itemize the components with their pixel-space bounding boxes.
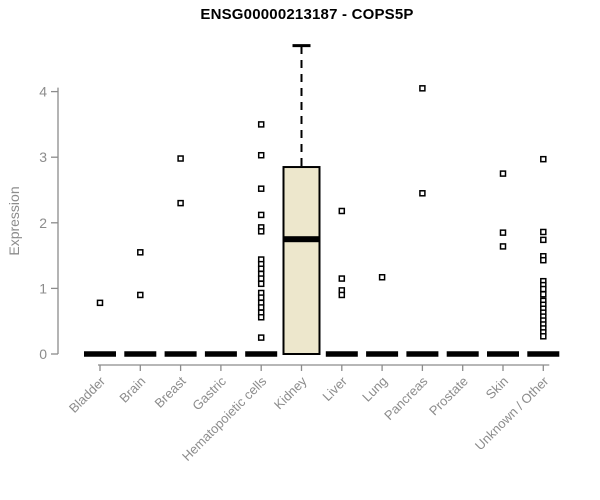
zero-median-bar	[124, 351, 157, 357]
outlier-point	[338, 207, 346, 215]
outlier-point	[257, 304, 265, 311]
outlier-point	[499, 243, 507, 250]
x-category-label: Skin	[483, 374, 511, 402]
zero-median-bar	[164, 351, 197, 357]
outlier-point	[257, 314, 265, 321]
zero-median-bar	[406, 351, 439, 357]
x-category-label: Gastric	[189, 373, 229, 413]
outlier-point	[419, 190, 426, 197]
zero-median-bar	[325, 351, 358, 357]
outlier-point	[177, 155, 184, 162]
outlier-point	[257, 334, 265, 341]
x-category-label: Bladder	[66, 373, 109, 416]
median-line	[283, 236, 320, 243]
outlier-point	[137, 249, 144, 256]
outlier-point	[540, 155, 547, 163]
y-tick-label: 1	[39, 280, 47, 296]
outlier-point	[540, 291, 547, 298]
x-category-label: Breast	[152, 373, 189, 410]
outlier-point	[499, 229, 507, 236]
outlier-point	[257, 265, 265, 272]
x-category-label: Unknown / Other	[472, 373, 552, 453]
outlier-point	[419, 85, 426, 92]
outlier-point	[257, 280, 265, 288]
outlier-point	[499, 170, 507, 177]
outlier-point	[257, 121, 265, 128]
y-tick-label: 2	[39, 215, 47, 231]
box	[282, 166, 321, 355]
zero-median-bar	[446, 351, 479, 357]
outlier-point	[257, 228, 265, 235]
outlier-point	[540, 236, 547, 244]
outlier-point	[257, 185, 265, 192]
outlier-point	[338, 275, 346, 282]
zero-median-bar	[204, 351, 237, 357]
outlier-point	[257, 151, 265, 159]
y-tick-label: 4	[39, 84, 47, 100]
outlier-point	[540, 285, 547, 293]
outlier-point	[257, 275, 265, 282]
x-category-label: Brain	[116, 374, 148, 406]
y-tick-label: 0	[39, 346, 47, 362]
zero-median-bar	[527, 351, 560, 357]
outlier-point	[257, 211, 265, 219]
outlier-point	[338, 291, 346, 299]
zero-median-bar	[487, 351, 519, 357]
x-category-label: Liver	[319, 373, 350, 404]
outlier-point	[96, 299, 104, 307]
x-category-label: Kidney	[271, 373, 310, 412]
x-category-label: Lung	[359, 374, 390, 405]
x-category-label: Prostate	[426, 374, 471, 419]
outlier-point	[540, 228, 547, 236]
outlier-point	[177, 199, 184, 207]
x-category-label: Pancreas	[381, 373, 431, 423]
outlier-point	[378, 273, 386, 281]
outlier-point	[257, 294, 265, 301]
outlier-point	[540, 256, 547, 264]
chart-title: ENSG00000213187 - COPS5P	[200, 6, 414, 23]
outlier-point	[540, 333, 547, 340]
y-tick-label: 3	[39, 149, 47, 165]
zero-median-bar	[84, 351, 116, 357]
zero-median-bar	[366, 351, 399, 357]
outlier-point	[137, 291, 144, 299]
zero-median-bar	[245, 351, 278, 357]
